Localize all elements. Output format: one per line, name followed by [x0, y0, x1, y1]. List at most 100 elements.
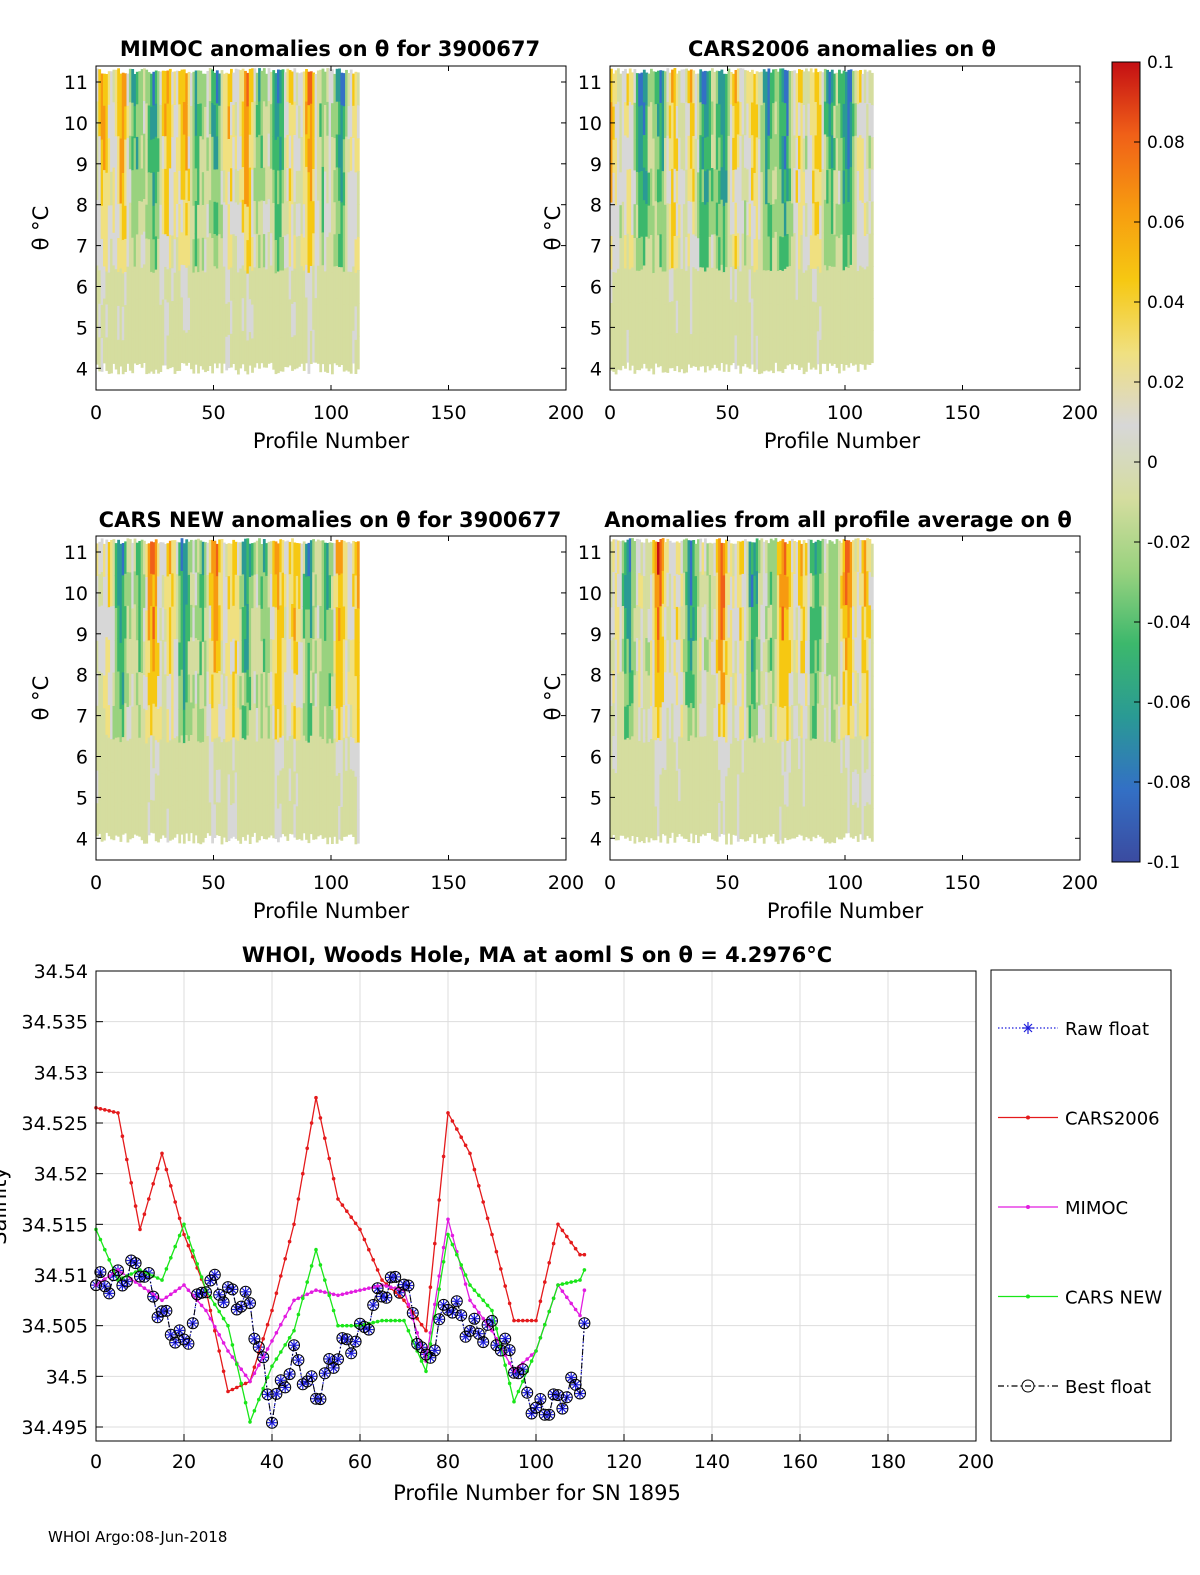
- heatmap-cell: [760, 272, 764, 307]
- heatmap-cell: [103, 675, 106, 709]
- heatmap-cell: [760, 339, 764, 374]
- heatmap-cell: [227, 609, 231, 643]
- series-point: [336, 1323, 340, 1328]
- heatmap-cell: [812, 268, 815, 303]
- heatmap-cell: [194, 201, 198, 235]
- heatmap-cell: [652, 306, 656, 341]
- heatmap-cell: [197, 305, 200, 340]
- heatmap-cell: [788, 331, 792, 365]
- heatmap-cell: [798, 703, 801, 737]
- heatmap-cell: [267, 771, 271, 805]
- heatmap-cell: [277, 609, 280, 644]
- heatmap-cell: [171, 739, 174, 774]
- heatmap-cell: [800, 168, 804, 203]
- heatmap-cell: [647, 139, 651, 174]
- heatmap-cell: [624, 235, 627, 269]
- heatmap-cell: [356, 574, 360, 609]
- heatmap-cell: [617, 607, 620, 641]
- heatmap-cell: [694, 737, 698, 771]
- heatmap-cell: [870, 742, 874, 776]
- heatmap-cell: [767, 135, 771, 170]
- heatmap-cell: [767, 68, 771, 103]
- heatmap-cell: [218, 137, 221, 171]
- panel-title: Anomalies from all profile average on θ: [604, 508, 1072, 532]
- heatmap-cell: [727, 102, 731, 137]
- heatmap-cell: [753, 675, 757, 710]
- heatmap-cell: [218, 169, 221, 203]
- heatmap-cell: [284, 803, 287, 837]
- heatmap-cell: [650, 574, 653, 609]
- heatmap-cell: [328, 166, 332, 201]
- heatmap-cell: [760, 305, 764, 340]
- heatmap-cell: [856, 70, 860, 105]
- heatmap-cell: [610, 336, 613, 371]
- heatmap-cell: [711, 234, 714, 269]
- series-point: [226, 1349, 230, 1353]
- heatmap-cell: [758, 105, 761, 140]
- heatmap-cell: [715, 740, 719, 775]
- heatmap-cell: [312, 136, 315, 170]
- y-tick-label: 6: [76, 747, 88, 769]
- heatmap-cell: [241, 672, 245, 707]
- heatmap-cell: [722, 672, 726, 706]
- heatmap-cell: [192, 339, 196, 374]
- heatmap-cell: [305, 773, 308, 807]
- heatmap-cell: [673, 135, 677, 170]
- heatmap-cell: [150, 573, 153, 607]
- heatmap-cell: [227, 302, 231, 336]
- heatmap-cell: [798, 202, 801, 237]
- heatmap-cell: [833, 105, 837, 139]
- heatmap-cell: [352, 770, 355, 805]
- heatmap-cell: [140, 267, 144, 302]
- heatmap-cell: [628, 672, 632, 707]
- series-point: [573, 1246, 578, 1251]
- heatmap-cell: [741, 640, 745, 674]
- heatmap-cell: [206, 736, 210, 769]
- heatmap-cell: [807, 539, 811, 573]
- heatmap-cell: [175, 303, 179, 338]
- heatmap-cell: [830, 201, 834, 235]
- heatmap-cell: [755, 71, 759, 105]
- heatmap-cell: [830, 641, 834, 676]
- heatmap-cell: [258, 538, 261, 573]
- heatmap-cell: [809, 573, 813, 608]
- series-point: [358, 1227, 362, 1232]
- heatmap-cell: [338, 300, 341, 334]
- heatmap-cell: [110, 706, 113, 740]
- series-point: [147, 1290, 160, 1303]
- heatmap-cell: [262, 539, 266, 573]
- y-tick-label: 5: [76, 787, 88, 809]
- heatmap-cell: [277, 775, 280, 810]
- series-point: [446, 1306, 459, 1319]
- heatmap-cell: [640, 542, 644, 576]
- heatmap-cell: [795, 170, 799, 204]
- heatmap-cell: [755, 735, 759, 769]
- heatmap-cell: [220, 103, 224, 138]
- heatmap-cell: [805, 771, 808, 805]
- heatmap-cell: [262, 705, 266, 740]
- heatmap-cell: [758, 139, 761, 174]
- heatmap-cell: [232, 671, 236, 706]
- heatmap-cell: [781, 135, 785, 171]
- heatmap-cell: [685, 671, 688, 706]
- series-point: [217, 1349, 221, 1353]
- heatmap-cell: [154, 773, 158, 808]
- heatmap-cell: [178, 742, 182, 777]
- series-point: [182, 1232, 186, 1237]
- heatmap-cell: [732, 737, 735, 771]
- heatmap-cell: [701, 136, 705, 171]
- footer-credit: WHOI Argo:08-Jun-2018: [48, 1528, 227, 1546]
- heatmap-cell: [610, 640, 613, 674]
- heatmap-cell: [626, 105, 630, 139]
- heatmap-cell: [807, 71, 811, 105]
- heatmap-cell: [241, 803, 245, 838]
- series-point: [481, 1316, 486, 1321]
- heatmap-cell: [237, 137, 240, 172]
- series-point: [98, 1107, 103, 1111]
- heatmap-cell: [321, 166, 325, 201]
- heatmap-cell: [96, 673, 99, 707]
- heatmap-cell: [279, 69, 283, 104]
- series-point: [345, 1291, 349, 1295]
- heatmap-cell: [272, 705, 276, 740]
- heatmap-cell: [715, 70, 719, 105]
